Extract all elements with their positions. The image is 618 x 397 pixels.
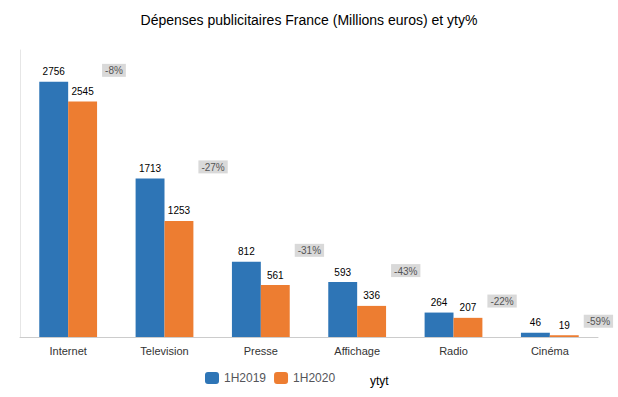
svg-text:-59%: -59% (587, 316, 610, 327)
svg-text:2545: 2545 (71, 86, 94, 97)
svg-text:-43%: -43% (394, 266, 417, 277)
svg-text:336: 336 (363, 290, 380, 301)
svg-text:2756: 2756 (43, 66, 66, 77)
svg-text:-27%: -27% (201, 162, 224, 173)
svg-text:Affichage: Affichage (334, 345, 380, 357)
svg-text:-22%: -22% (490, 296, 513, 307)
svg-text:Cinéma: Cinéma (531, 345, 570, 357)
svg-text:Internet: Internet (50, 345, 87, 357)
svg-text:207: 207 (460, 302, 477, 313)
svg-text:1713: 1713 (139, 163, 162, 174)
svg-text:1H2019: 1H2019 (224, 371, 266, 385)
svg-text:264: 264 (431, 297, 448, 308)
svg-text:561: 561 (267, 270, 284, 281)
svg-text:46: 46 (530, 317, 542, 328)
svg-text:-31%: -31% (298, 245, 321, 256)
svg-text:Television: Television (140, 345, 188, 357)
svg-text:1H2020: 1H2020 (293, 371, 335, 385)
svg-text:593: 593 (334, 267, 351, 278)
svg-text:812: 812 (238, 246, 255, 257)
svg-text:Radio: Radio (439, 345, 468, 357)
svg-text:1253: 1253 (168, 205, 191, 216)
svg-text:Presse: Presse (244, 345, 278, 357)
svg-text:19: 19 (559, 320, 571, 331)
svg-text:Dépenses publicitaires France: Dépenses publicitaires France (Millions … (141, 12, 478, 28)
svg-text:-8%: -8% (105, 65, 123, 76)
svg-text:ytyt: ytyt (370, 374, 389, 388)
